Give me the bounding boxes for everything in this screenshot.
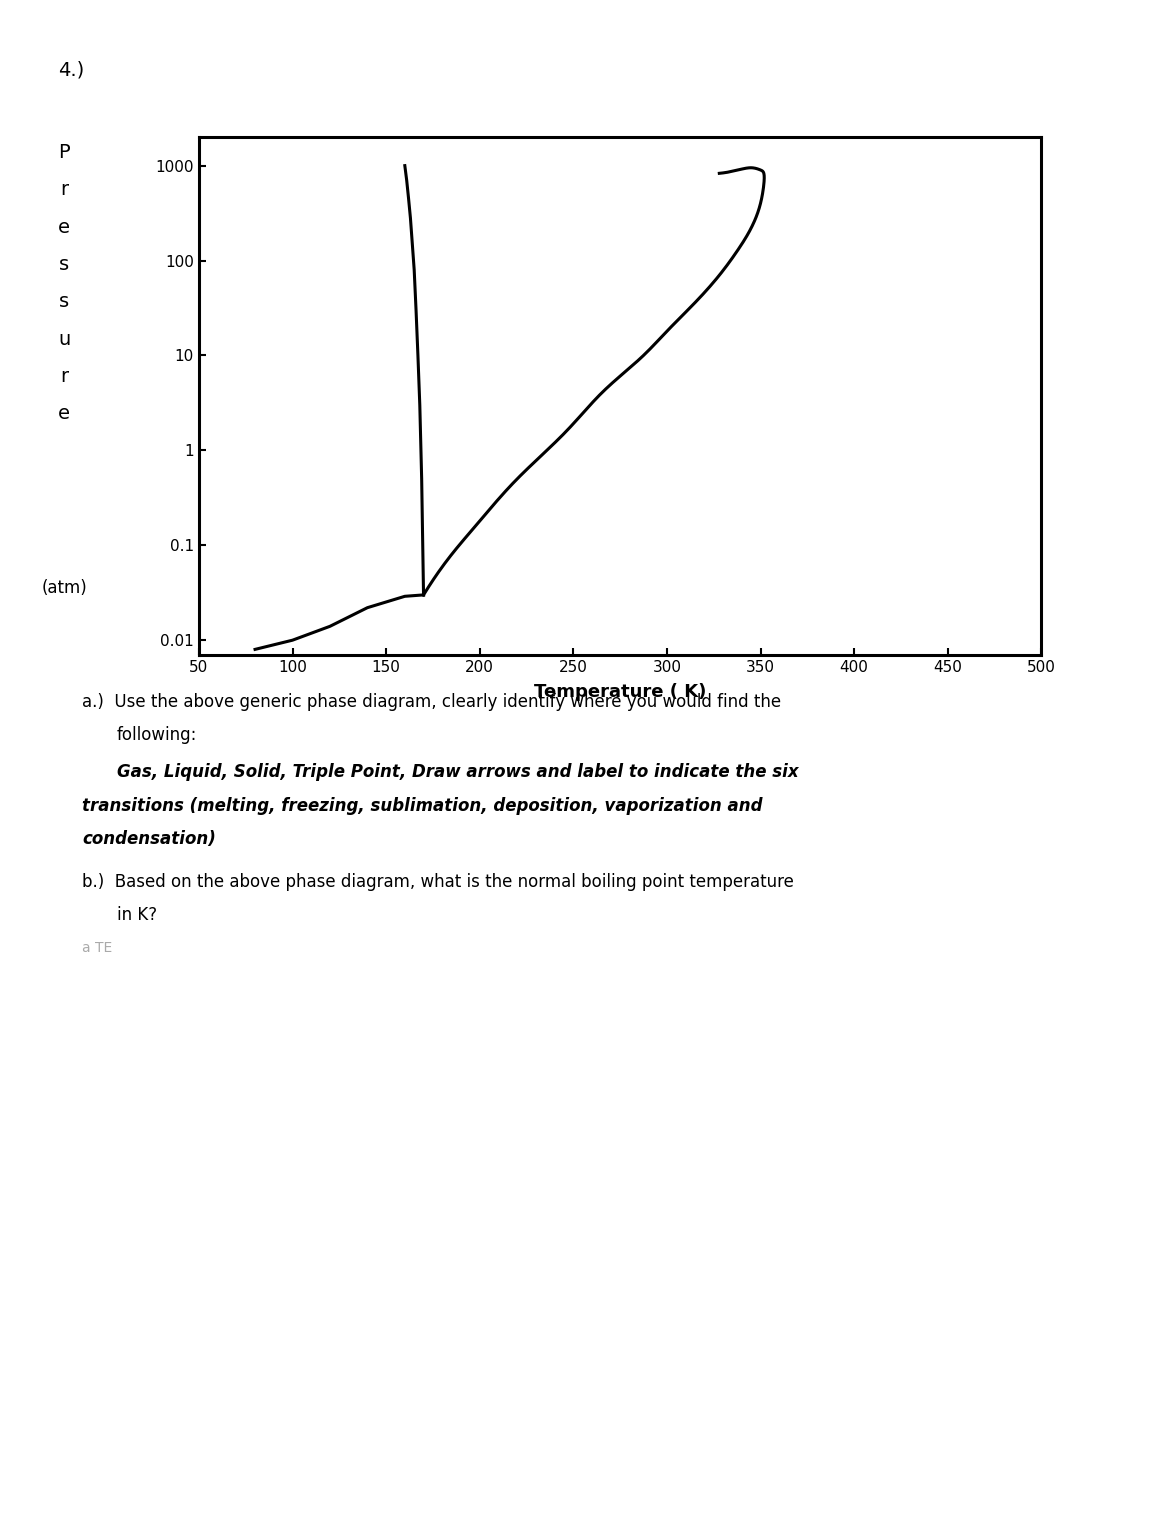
Text: e: e [58,404,70,423]
Text: P: P [58,143,70,161]
Text: e: e [58,218,70,236]
Text: u: u [58,329,70,349]
Text: transitions (melting, freezing, sublimation, deposition, vaporization and: transitions (melting, freezing, sublimat… [82,797,763,815]
Text: 4.): 4.) [58,61,84,79]
Text: Gas, Liquid, Solid, Triple Point, Draw arrows and label to indicate the six: Gas, Liquid, Solid, Triple Point, Draw a… [117,763,799,781]
Text: following:: following: [117,726,198,745]
Text: r: r [61,367,68,385]
Text: (atm): (atm) [41,579,88,597]
Text: condensation): condensation) [82,830,215,848]
Text: s: s [60,254,69,274]
Text: s: s [60,292,69,311]
Text: b.)  Based on the above phase diagram, what is the normal boiling point temperat: b.) Based on the above phase diagram, wh… [82,873,793,891]
Text: a.)  Use the above generic phase diagram, clearly identify where you would find : a.) Use the above generic phase diagram,… [82,693,782,711]
Text: a TE: a TE [82,941,112,955]
Text: r: r [61,180,68,200]
X-axis label: Temperature ( K): Temperature ( K) [534,684,707,701]
Text: in K?: in K? [117,906,157,924]
